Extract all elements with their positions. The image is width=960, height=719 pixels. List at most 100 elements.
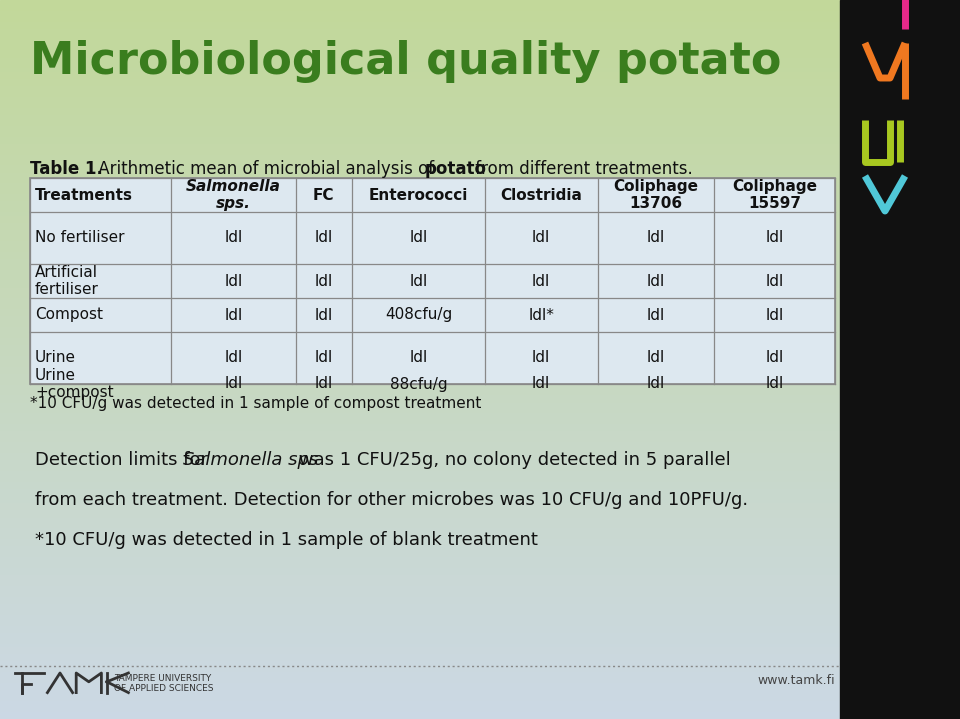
Bar xyxy=(0,356,960,360)
Bar xyxy=(0,672,960,676)
Bar xyxy=(0,259,960,262)
Bar xyxy=(0,176,960,180)
Text: from different treatments.: from different treatments. xyxy=(470,160,693,178)
Bar xyxy=(0,575,960,579)
Bar xyxy=(0,43,960,47)
Bar xyxy=(0,597,960,600)
Text: ldl: ldl xyxy=(765,308,783,323)
Text: was 1 CFU/25g, no colony detected in 5 parallel: was 1 CFU/25g, no colony detected in 5 p… xyxy=(293,451,731,469)
Bar xyxy=(0,568,960,572)
Bar xyxy=(0,510,960,514)
Bar xyxy=(0,593,960,597)
Bar xyxy=(0,273,960,277)
Text: ldl: ldl xyxy=(765,231,783,245)
Bar xyxy=(0,68,960,72)
Bar xyxy=(0,126,960,129)
Bar xyxy=(0,11,960,14)
Bar xyxy=(0,18,960,22)
Bar xyxy=(0,528,960,532)
Bar xyxy=(0,615,960,618)
Bar xyxy=(0,622,960,626)
Bar xyxy=(0,97,960,101)
Text: No fertiliser: No fertiliser xyxy=(35,231,125,245)
Bar xyxy=(0,413,960,417)
Text: ldl: ldl xyxy=(532,273,550,288)
Bar xyxy=(0,406,960,410)
Text: Enterococci: Enterococci xyxy=(369,188,468,203)
Bar xyxy=(0,306,960,309)
Bar xyxy=(0,449,960,453)
Bar xyxy=(0,377,960,381)
Bar xyxy=(0,608,960,611)
Bar xyxy=(0,633,960,636)
Bar xyxy=(0,61,960,65)
Bar xyxy=(0,295,960,298)
Bar xyxy=(0,367,960,370)
Bar xyxy=(0,360,960,363)
Bar xyxy=(0,644,960,647)
Bar xyxy=(0,536,960,539)
Text: ldl: ldl xyxy=(532,231,550,245)
Bar xyxy=(0,230,960,234)
Text: ldl: ldl xyxy=(409,273,427,288)
Text: ldl: ldl xyxy=(409,350,427,365)
Bar xyxy=(0,395,960,399)
Bar xyxy=(0,496,960,500)
Text: ldl: ldl xyxy=(765,377,783,392)
Bar xyxy=(0,270,960,273)
Bar xyxy=(0,392,960,395)
Text: ldl: ldl xyxy=(224,350,242,365)
Bar xyxy=(0,464,960,467)
Bar xyxy=(0,460,960,464)
Bar xyxy=(0,345,960,349)
Text: ldl: ldl xyxy=(224,308,242,323)
Bar xyxy=(0,697,960,701)
Bar xyxy=(0,554,960,557)
Bar xyxy=(0,514,960,518)
Bar xyxy=(0,489,960,493)
Bar xyxy=(0,715,960,719)
Bar xyxy=(0,586,960,590)
Bar xyxy=(0,119,960,122)
Bar xyxy=(0,122,960,126)
Bar xyxy=(0,327,960,331)
Bar xyxy=(0,564,960,568)
Bar xyxy=(0,604,960,608)
Text: Salmonella
sps.: Salmonella sps. xyxy=(186,179,280,211)
Bar xyxy=(0,183,960,187)
Bar xyxy=(30,264,835,298)
Bar xyxy=(0,618,960,622)
Bar xyxy=(0,374,960,377)
Bar xyxy=(0,65,960,68)
Bar xyxy=(0,665,960,669)
Bar xyxy=(0,313,960,316)
Bar xyxy=(0,388,960,392)
Bar xyxy=(0,647,960,651)
Bar xyxy=(0,431,960,435)
Bar xyxy=(0,173,960,176)
Bar xyxy=(0,58,960,61)
Bar xyxy=(0,442,960,446)
Text: from each treatment. Detection for other microbes was 10 CFU/g and 10PFU/g.: from each treatment. Detection for other… xyxy=(35,491,748,509)
Bar xyxy=(0,424,960,428)
Bar xyxy=(0,212,960,216)
Bar xyxy=(0,331,960,334)
Bar xyxy=(0,626,960,629)
Text: ldl: ldl xyxy=(315,308,333,323)
Bar xyxy=(0,679,960,683)
Bar xyxy=(0,582,960,586)
Bar xyxy=(0,385,960,388)
Bar xyxy=(0,144,960,147)
Bar xyxy=(0,50,960,54)
Bar xyxy=(30,212,835,264)
Bar xyxy=(0,198,960,201)
Bar xyxy=(0,90,960,93)
Bar xyxy=(0,108,960,111)
Bar xyxy=(30,298,835,332)
Text: ldl: ldl xyxy=(315,273,333,288)
Bar xyxy=(0,137,960,140)
Bar xyxy=(0,255,960,259)
Bar xyxy=(30,332,835,384)
Bar xyxy=(0,676,960,679)
Bar xyxy=(0,29,960,32)
